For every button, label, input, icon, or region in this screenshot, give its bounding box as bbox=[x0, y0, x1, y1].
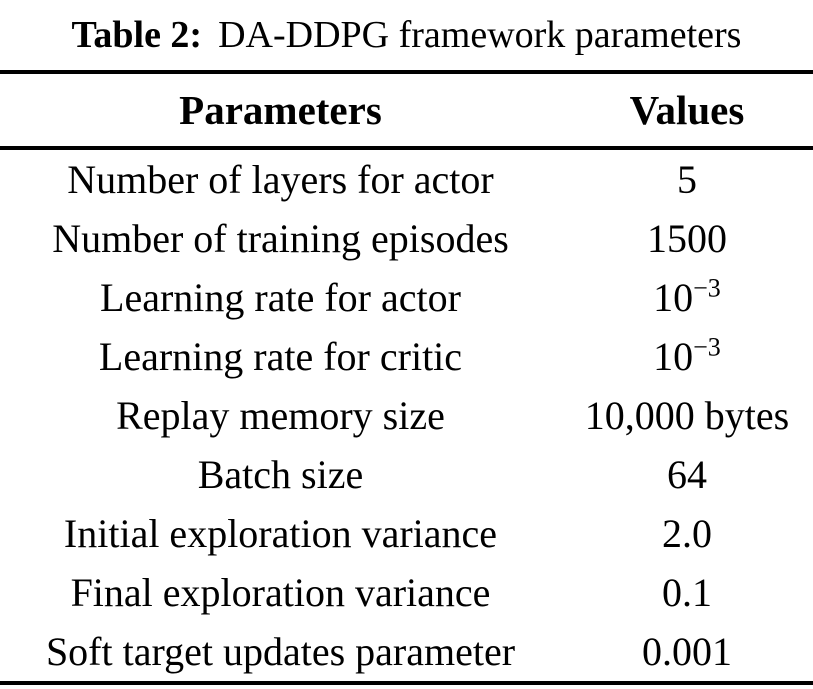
table-row: Replay memory size 10,000 bytes bbox=[0, 386, 813, 445]
table-row: Final exploration variance 0.1 bbox=[0, 563, 813, 622]
value-text: 0.1 bbox=[661, 570, 712, 615]
param-cell: Batch size bbox=[197, 452, 364, 497]
value-cell: 10,000 bytes bbox=[561, 386, 813, 445]
parameters-table: Parameters Values Number of layers for a… bbox=[0, 70, 813, 685]
value-text: 10 bbox=[653, 275, 694, 320]
table-caption: Table 2: DA-DDPG framework parameters bbox=[0, 0, 813, 70]
value-exponent: −3 bbox=[693, 332, 721, 362]
value-text: 0.001 bbox=[641, 629, 732, 674]
value-cell: 0.1 bbox=[561, 563, 813, 622]
param-cell: Replay memory size bbox=[116, 393, 445, 438]
param-cell: Soft target updates parameter bbox=[45, 629, 516, 674]
table-row: Initial exploration variance 2.0 bbox=[0, 504, 813, 563]
param-cell: Learning rate for actor bbox=[100, 275, 461, 320]
table-body: Number of layers for actor 5 Number of t… bbox=[0, 148, 813, 683]
table-row: Learning rate for actor 10−3 bbox=[0, 268, 813, 327]
value-text: 10 bbox=[653, 334, 694, 379]
table-row: Number of training episodes 1500 bbox=[0, 209, 813, 268]
param-cell: Learning rate for critic bbox=[98, 334, 463, 379]
value-exponent: −3 bbox=[693, 273, 721, 303]
param-cell: Final exploration variance bbox=[70, 570, 491, 615]
param-cell: Initial exploration variance bbox=[63, 511, 498, 556]
value-cell: 5 bbox=[561, 148, 813, 209]
value-text: 1500 bbox=[646, 216, 727, 261]
value-cell: 64 bbox=[561, 445, 813, 504]
header-values: Values bbox=[560, 72, 813, 150]
value-text: 64 bbox=[666, 452, 707, 497]
table-caption-text: DA-DDPG framework parameters bbox=[218, 14, 742, 56]
value-text: 2.0 bbox=[661, 511, 712, 556]
param-cell: Number of training episodes bbox=[52, 216, 509, 261]
value-text: 5 bbox=[676, 157, 697, 202]
value-cell: 2.0 bbox=[561, 504, 813, 563]
value-cell: 10−3 bbox=[561, 268, 813, 327]
table-header: Parameters Values bbox=[0, 72, 813, 150]
table-row: Number of layers for actor 5 bbox=[0, 148, 813, 209]
table-row: Learning rate for critic 10−3 bbox=[0, 327, 813, 386]
table-row: Soft target updates parameter 0.001 bbox=[0, 622, 813, 683]
table-row: Batch size 64 bbox=[0, 445, 813, 504]
header-parameters: Parameters bbox=[0, 72, 561, 150]
value-cell: 10−3 bbox=[561, 327, 813, 386]
value-text: 10,000 bytes bbox=[584, 393, 790, 438]
value-cell: 1500 bbox=[561, 209, 813, 268]
header-row: Parameters Values bbox=[0, 72, 813, 150]
param-cell: Number of layers for actor bbox=[67, 157, 494, 202]
table-caption-label: Table 2: bbox=[71, 14, 203, 56]
value-cell: 0.001 bbox=[561, 622, 813, 683]
